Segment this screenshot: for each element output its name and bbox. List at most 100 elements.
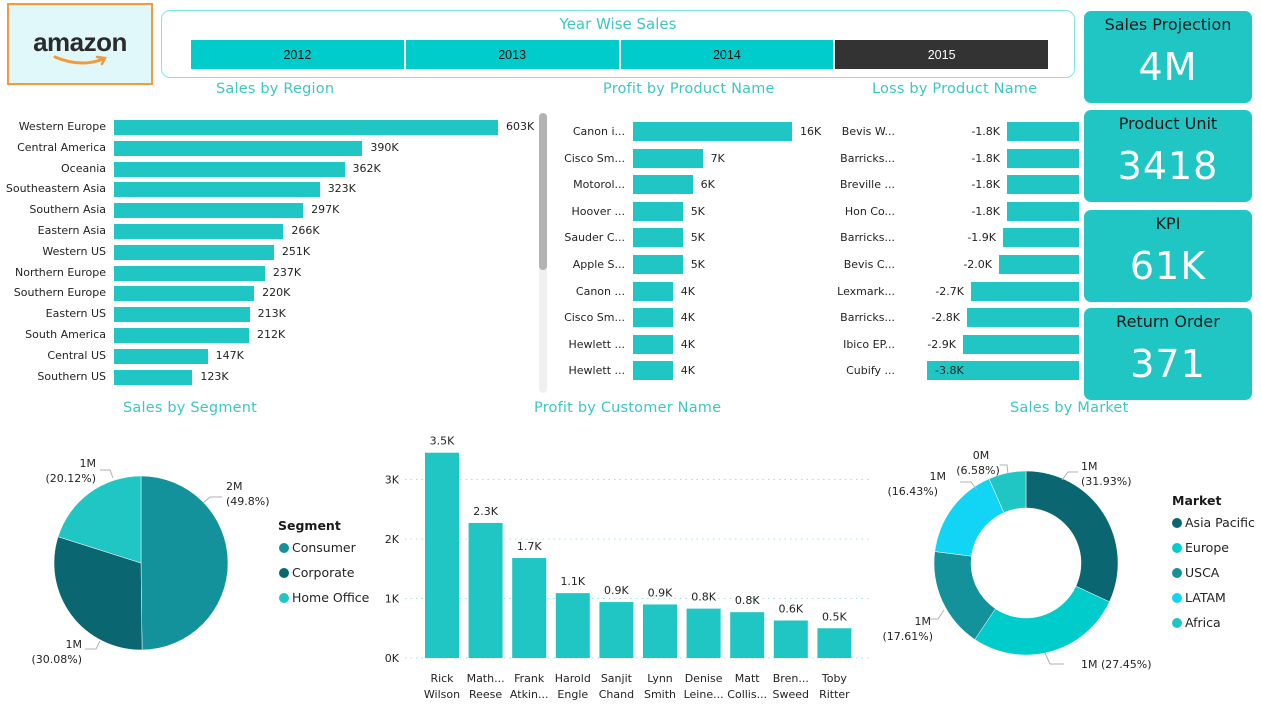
customer-bar[interactable] [730,612,765,658]
segment-pct-label: (30.08%) [31,653,82,666]
market-legend-item[interactable]: LATAM [1172,590,1226,605]
region-label: South America [25,328,106,341]
customer-bar[interactable] [599,602,634,658]
market-legend-item[interactable]: Asia Pacific [1172,515,1255,530]
loss-product-bar[interactable] [967,308,1079,328]
year-option-2015[interactable]: 2015 [835,40,1048,69]
customer-value-label: 0.6K [778,603,803,616]
customer-bar[interactable] [512,558,547,658]
loss-product-bar[interactable] [1007,201,1079,221]
market-slice-asia-pacific[interactable] [1025,470,1119,603]
market-legend-label: USCA [1185,565,1220,580]
profit-product-bar[interactable] [633,334,673,354]
market-legend-item[interactable]: USCA [1172,565,1219,580]
market-slice-europe[interactable] [974,585,1110,656]
segment-legend-label: Corporate [292,565,355,580]
market-legend-item[interactable]: Africa [1172,615,1221,630]
market-value: 1M [1081,658,1098,671]
region-label: Western Europe [18,120,106,133]
year-slicer-title: Year Wise Sales [559,15,677,33]
profit-product-bar[interactable] [633,122,792,141]
customer-bar[interactable] [643,604,677,658]
profit-product-bar[interactable] [633,148,703,168]
region-bar[interactable] [114,286,255,302]
region-value-label: 362K [352,161,381,175]
profit-product-bar[interactable] [633,201,683,221]
loss-product-bar[interactable] [971,281,1079,301]
profit-product-bar[interactable] [633,281,673,301]
segment-legend-item[interactable]: Corporate [279,565,355,580]
segment-legend-item[interactable]: Home Office [279,590,369,605]
loss-product-bar[interactable] [999,255,1079,274]
logo-text: amazon [33,27,127,57]
loss-product-label: Ibico EP... [843,337,895,351]
region-label: Eastern US [45,307,106,321]
customer-name-label: Toby [821,672,848,685]
profit-product-bar[interactable] [633,308,673,328]
customer-bar[interactable] [773,620,808,658]
segment-legend-item[interactable]: Consumer [279,540,356,555]
region-bar[interactable] [114,307,250,323]
region-chart-scrollbar[interactable] [539,113,547,393]
loss-product-value-label: -2.7K [935,284,964,298]
loss-product-label: Barricks... [840,311,895,325]
profit-product-bar[interactable] [633,175,693,195]
leader-line [1061,471,1078,481]
region-label: Southern US [37,369,106,383]
loss-product-label: Hon Co... [844,204,895,218]
region-value-label: 251K [281,244,311,258]
legend-dot-icon [1172,542,1182,553]
segment-slice-home-office[interactable] [57,475,142,564]
market-value-label: 1M [930,470,947,483]
customer-name-label: Atkin... [510,688,549,701]
loss-product-label: Bevis W... [841,125,895,138]
market-legend-item[interactable]: Europe [1172,540,1229,555]
product-label: Hoover ... [571,204,625,218]
loss-product-bar[interactable] [927,361,1079,381]
loss-product-value-label: -1.9K [967,231,996,245]
region-bar[interactable] [114,369,193,385]
customer-value-label: 3.5K [430,435,455,448]
region-bar[interactable] [114,328,249,343]
customer-bar[interactable] [817,628,852,658]
year-option-2012[interactable]: 2012 [191,40,404,69]
region-bar[interactable] [114,265,265,281]
market-legend-label: Africa [1185,615,1221,630]
region-bar[interactable] [114,161,345,177]
region-bar[interactable] [114,244,274,260]
customer-name-label: Reese [469,688,502,701]
customer-bar[interactable] [555,593,590,658]
segment-slice-consumer[interactable] [140,475,229,651]
market-slice-africa[interactable] [988,470,1027,513]
legend-dot-icon [279,567,289,578]
market-slice-latam[interactable] [934,478,1005,557]
loss-product-bar[interactable] [1003,228,1079,248]
scrollbar-thumb[interactable] [539,113,547,270]
year-option-2014[interactable]: 2014 [620,40,834,69]
region-bar[interactable] [114,224,284,239]
segment-slice-corporate[interactable] [53,536,143,651]
loss-product-value-label: -2.0K [963,258,992,271]
region-value-label: 212K [257,328,286,341]
loss-product-bar[interactable] [1007,122,1079,141]
market-legend-label: Asia Pacific [1185,515,1255,530]
region-bar[interactable] [114,348,208,364]
region-bar[interactable] [114,203,304,219]
loss-product-bar[interactable] [1007,175,1079,195]
region-bar[interactable] [114,120,498,135]
customer-bar[interactable] [686,608,721,658]
kpi-card-kpi: KPI 61K [1084,210,1252,302]
profit-product-bar[interactable] [633,228,683,248]
profit-product-bar[interactable] [633,361,673,381]
segment-legend-label: Home Office [292,590,370,605]
customer-bar[interactable] [425,452,459,658]
profit-product-bar[interactable] [633,255,683,274]
customer-bar[interactable] [468,522,503,658]
region-bar[interactable] [114,140,363,156]
year-option-2013[interactable]: 2013 [405,40,619,69]
customer-name-label: Rick [430,672,454,685]
region-label: Central US [47,348,106,362]
loss-product-bar[interactable] [963,334,1079,354]
region-bar[interactable] [114,182,320,198]
loss-product-bar[interactable] [1007,148,1079,168]
